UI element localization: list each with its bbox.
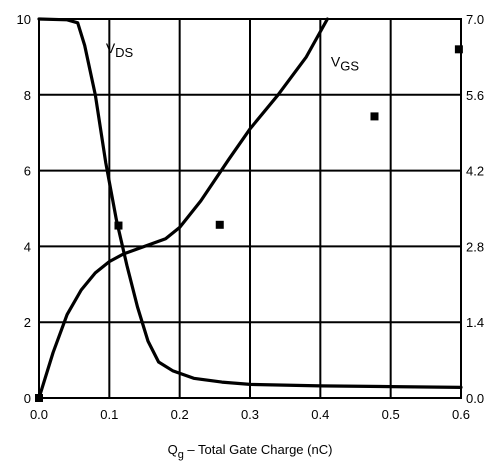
plot-frame [38, 18, 462, 399]
y-right-tick-label: 2.8 [466, 239, 484, 254]
y-left-tick-label: 2 [24, 315, 31, 330]
y-left-tick-label: 6 [24, 164, 31, 179]
square-marker [35, 394, 43, 402]
x-tick-label: 0.1 [100, 407, 118, 422]
square-marker [215, 220, 224, 229]
curve-annotations: VDS VGS [106, 40, 360, 73]
x-axis-label-main: Q [168, 442, 178, 457]
x-tick-label: 0.0 [30, 407, 48, 422]
x-tick-label: 0.5 [382, 407, 400, 422]
series-layer [37, 17, 463, 400]
x-tick-label: 0.4 [311, 407, 329, 422]
y-right-tick-label: 0.0 [466, 391, 484, 406]
square-marker [114, 221, 123, 230]
y-left-tick-label: 10 [17, 12, 31, 27]
marker-layer [35, 45, 463, 402]
right-axis-ticks: 0.0 1.4 2.8 4.2 5.6 7.0 [466, 12, 484, 406]
left-axis-ticks: 0 2 4 6 8 10 [17, 12, 31, 406]
y-right-tick-label: 4.2 [466, 164, 484, 179]
grid-layer [39, 19, 461, 398]
x-tick-label: 0.3 [241, 407, 259, 422]
y-left-tick-label: 8 [24, 88, 31, 103]
y-left-tick-label: 4 [24, 239, 31, 254]
series-line-2 [37, 17, 329, 400]
x-tick-label: 0.6 [452, 407, 470, 422]
y-right-tick-label: 5.6 [466, 88, 484, 103]
y-left-tick-label: 0 [24, 391, 31, 406]
curve-label-gs: VGS [331, 53, 359, 73]
square-marker [454, 45, 463, 54]
x-axis-label-sub: g [178, 449, 184, 461]
x-tick-label: 0.2 [171, 407, 189, 422]
y-right-tick-label: 1.4 [466, 315, 484, 330]
series-line-1 [37, 17, 463, 389]
square-marker [370, 112, 379, 121]
x-axis-label-rest: – Total Gate Charge (nC) [184, 442, 333, 457]
curve-label-ds: VDS [106, 40, 134, 60]
x-axis-label: Qg – Total Gate Charge (nC) [168, 442, 333, 461]
y-right-tick-label: 7.0 [466, 12, 484, 27]
x-axis-ticks: 0.0 0.1 0.2 0.3 0.4 0.5 0.6 [30, 407, 470, 422]
